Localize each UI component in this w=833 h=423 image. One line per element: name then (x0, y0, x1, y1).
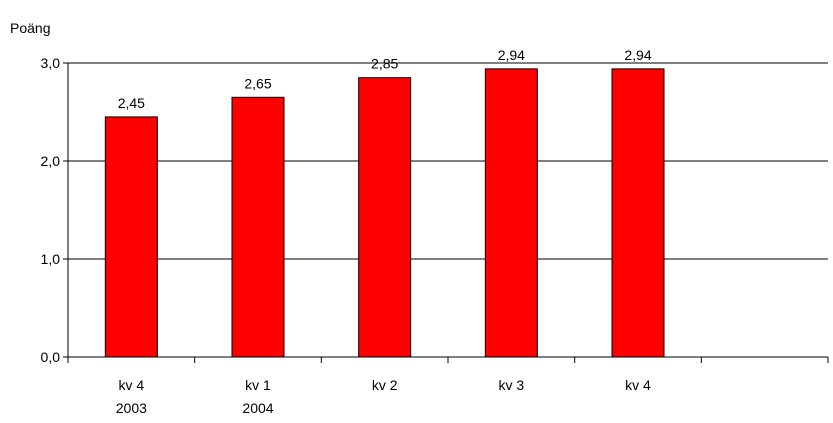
y-tick-label: 3,0 (41, 55, 61, 71)
bar (484, 68, 538, 358)
data-labels: 2,45 2,65 2,85 2,94 2,94 (118, 47, 652, 111)
x-tick-label: kv 1 (245, 377, 271, 393)
x-tick-label: 2003 (116, 400, 147, 416)
x-tick-labels: kv 4 2003 kv 1 2004 kv 2 kv 3 kv 4 (116, 377, 651, 416)
axes (63, 62, 829, 363)
data-label: 2,65 (244, 75, 271, 91)
x-tick-label: kv 3 (498, 377, 524, 393)
data-label: 2,94 (624, 47, 651, 63)
y-tick-label: 1,0 (41, 251, 61, 267)
bar (611, 68, 665, 358)
data-label: 2,85 (371, 56, 398, 72)
data-label: 2,94 (498, 47, 525, 63)
bar (231, 96, 285, 358)
y-tick-label: 0,0 (41, 349, 61, 365)
y-tick-labels: 0,0 1,0 2,0 3,0 (41, 55, 61, 365)
bar (358, 77, 412, 358)
gridlines (68, 62, 828, 260)
bar (104, 116, 158, 358)
x-tick-label: kv 4 (625, 377, 651, 393)
x-tick-label: 2004 (242, 400, 273, 416)
bars (104, 68, 665, 358)
x-tick-label: kv 2 (372, 377, 398, 393)
y-tick-label: 2,0 (41, 153, 61, 169)
x-tick-label: kv 4 (118, 377, 144, 393)
y-axis-title: Poäng (10, 20, 50, 36)
data-label: 2,45 (118, 95, 145, 111)
